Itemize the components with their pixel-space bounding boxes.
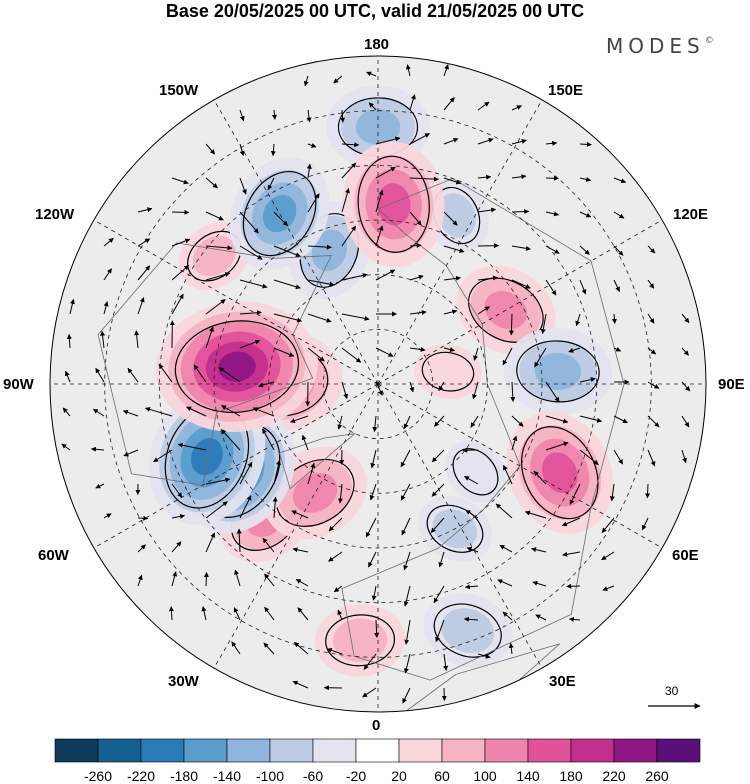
wind-arrow <box>647 484 648 498</box>
lon-label-180: 180 <box>364 36 389 54</box>
colorbar-tick-label: -180 <box>170 768 198 784</box>
lon-label-120w: 120W <box>35 206 74 224</box>
colorbar-tick-label: -20 <box>346 768 366 784</box>
wind-arrow <box>206 572 207 586</box>
colorbar-tick-label: -140 <box>213 768 241 784</box>
lon-label-150w: 150W <box>159 82 198 100</box>
colorbar-swatch <box>98 739 141 762</box>
colorbar-swatch <box>184 739 227 762</box>
lon-label-0: 0 <box>372 717 380 735</box>
lon-label-60w: 60W <box>38 547 69 565</box>
colorbar-tick-label: 100 <box>473 768 496 784</box>
lon-label-150e: 150E <box>548 82 583 100</box>
lon-label-30w: 30W <box>168 673 199 691</box>
colorbar-tick-label: 60 <box>434 768 450 784</box>
colorbar-tick-label: -260 <box>84 768 112 784</box>
colorbar-swatch <box>485 739 528 762</box>
colorbar-tick-label: 180 <box>559 768 582 784</box>
colorbar-tick-label: 140 <box>516 768 539 784</box>
colorbar-tick-label: 20 <box>391 768 407 784</box>
colorbar-swatch <box>442 739 485 762</box>
wind-arrow <box>546 178 558 179</box>
lon-label-90e: 90E <box>718 376 745 394</box>
colorbar <box>55 739 700 762</box>
colorbar-swatch <box>614 739 657 762</box>
colorbar-tick-label: -220 <box>127 768 155 784</box>
wind-arrow <box>580 144 591 145</box>
colorbar-swatch <box>313 739 356 762</box>
wind-arrow <box>512 211 529 212</box>
lon-label-90w: 90W <box>3 376 34 394</box>
colorbar-swatch <box>227 739 270 762</box>
colorbar-tick-label: -60 <box>303 768 323 784</box>
wind-arrow <box>172 212 189 213</box>
colorbar-swatch <box>141 739 184 762</box>
colorbar-swatch <box>399 739 442 762</box>
colorbar-swatch <box>356 739 399 762</box>
colorbar-swatch <box>270 739 313 762</box>
colorbar-swatch <box>55 739 98 762</box>
colorbar-tick-label: 260 <box>645 768 668 784</box>
lon-label-30e: 30E <box>549 673 576 691</box>
wind-arrow <box>138 518 148 519</box>
vector-reference-label: 30 <box>665 684 678 698</box>
lon-label-120e: 120E <box>673 206 708 224</box>
lon-label-60e: 60E <box>672 547 699 565</box>
colorbar-swatch <box>571 739 614 762</box>
colorbar-tick-label: 220 <box>602 768 625 784</box>
colorbar-tick-label: -100 <box>256 768 284 784</box>
colorbar-swatch <box>528 739 571 762</box>
colorbar-swatch <box>657 739 700 762</box>
wind-arrow <box>511 314 512 335</box>
